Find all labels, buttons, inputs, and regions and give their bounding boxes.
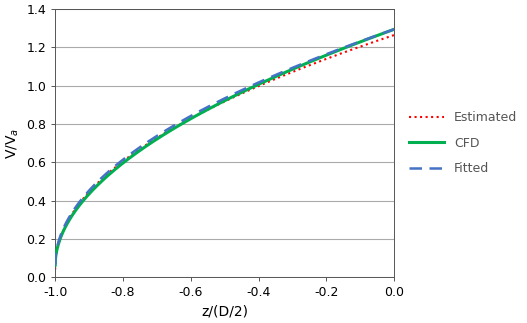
Line: Fitted: Fitted [55,29,394,265]
CFD [391,27,397,31]
Line: Estimated: Estimated [55,35,394,270]
CFD [208,106,214,109]
Line: CFD: CFD [55,29,394,265]
Estimated [208,106,214,110]
Fitted [319,54,325,58]
Fitted [391,27,397,31]
Estimated [52,268,58,272]
Fitted [208,103,214,107]
Y-axis label: V/V$_a$: V/V$_a$ [4,128,21,159]
Estimated [319,58,325,62]
Fitted [69,210,75,214]
CFD [381,31,387,35]
Estimated [381,36,387,40]
Fitted [217,99,223,103]
CFD [319,55,325,59]
X-axis label: z/(D/2): z/(D/2) [201,305,248,319]
CFD [217,101,223,105]
Fitted [381,31,387,35]
Legend: Estimated, CFD, Fitted: Estimated, CFD, Fitted [404,106,522,180]
Estimated [217,102,223,106]
Fitted [381,31,387,35]
CFD [69,213,75,217]
CFD [52,263,58,267]
Estimated [381,36,387,40]
Fitted [52,263,58,267]
Estimated [69,212,75,215]
CFD [381,31,387,35]
Estimated [391,33,397,37]
